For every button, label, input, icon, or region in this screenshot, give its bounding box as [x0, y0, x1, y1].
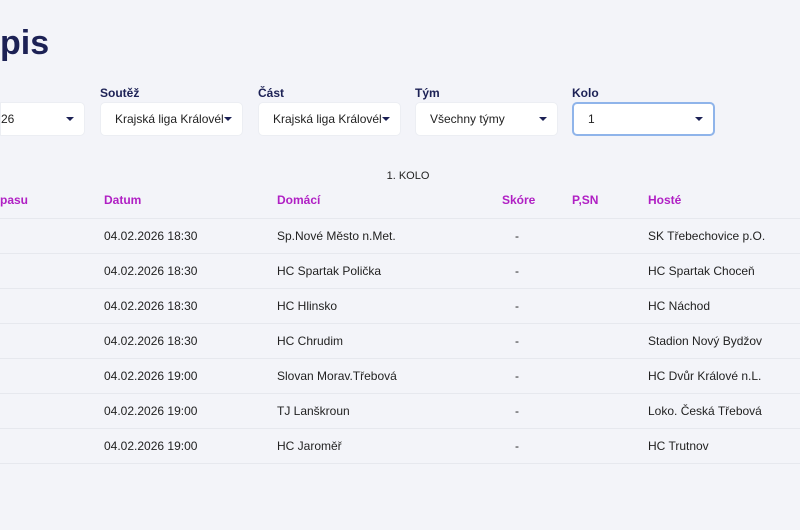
column-header-score[interactable]: Skóre	[502, 193, 536, 207]
round-title: 1. KOLO	[386, 170, 430, 182]
cell-score: -	[515, 439, 519, 453]
caret-down-icon	[382, 117, 390, 121]
table-row[interactable]: 04.02.2026 19:00 Slovan Morav.Třebová - HC …	[0, 358, 800, 394]
cell-date: 04.02.2026 19:00	[104, 404, 198, 418]
season-select[interactable]: 26	[0, 102, 85, 136]
select-value: Krajská liga Královél	[115, 112, 224, 126]
cell-home: Sp.Nové Město n.Met.	[277, 229, 396, 243]
table-row[interactable]: 04.02.2026 18:30 Sp.Nové Město n.Met. - SK …	[0, 218, 800, 254]
filter-part: Část Krajská liga Královél	[258, 86, 401, 136]
column-header-match-number[interactable]: pasu	[0, 193, 29, 207]
cell-home: HC Hlinsko	[277, 299, 338, 313]
table-header: pasu Datum Domácí Skóre P,SN Hosté	[0, 193, 800, 217]
team-select[interactable]: Všechny týmy	[415, 102, 558, 136]
cell-date: 04.02.2026 19:00	[104, 369, 198, 383]
part-select[interactable]: Krajská liga Královél	[258, 102, 401, 136]
caret-down-icon	[224, 117, 232, 121]
cell-score: -	[515, 369, 519, 383]
filter-label: Část	[258, 86, 285, 100]
cell-score: -	[515, 264, 519, 278]
cell-score: -	[515, 334, 519, 348]
cell-home: HC Jaroměř	[277, 439, 342, 453]
cell-date: 04.02.2026 18:30	[104, 264, 198, 278]
cell-away: SK Třebechovice p.O.	[648, 229, 766, 243]
column-header-psn[interactable]: P,SN	[572, 193, 599, 207]
cell-away: HC Náchod	[648, 299, 711, 313]
cell-date: 04.02.2026 18:30	[104, 299, 198, 313]
table-row[interactable]: 04.02.2026 18:30 HC Hlinsko - HC Náchod	[0, 288, 800, 324]
filter-label	[0, 86, 85, 102]
filter-label: Tým	[415, 86, 440, 100]
column-header-date[interactable]: Datum	[104, 193, 142, 207]
filter-competition: Soutěž Krajská liga Královél	[100, 86, 243, 136]
cell-home: TJ Lanškroun	[277, 404, 350, 418]
caret-down-icon	[539, 117, 547, 121]
cell-away: HC Spartak Choceň	[648, 264, 755, 278]
cell-score: -	[515, 229, 519, 243]
caret-down-icon	[695, 117, 703, 121]
select-value: Krajská liga Královél	[273, 112, 382, 126]
cell-date: 04.02.2026 19:00	[104, 439, 198, 453]
cell-score: -	[515, 404, 519, 418]
select-value: Všechny týmy	[430, 112, 505, 126]
divider	[0, 463, 800, 464]
filter-label: Kolo	[572, 86, 599, 100]
cell-date: 04.02.2026 18:30	[104, 229, 198, 243]
column-header-home[interactable]: Domácí	[277, 193, 321, 207]
select-value: 26	[1, 112, 15, 126]
caret-down-icon	[66, 117, 74, 121]
cell-home: HC Spartak Polička	[277, 264, 382, 278]
round-select[interactable]: 1	[572, 102, 715, 136]
cell-away: Loko. Česká Třebová	[648, 404, 762, 418]
table-row[interactable]: 04.02.2026 18:30 HC Spartak Polička - HC Sp…	[0, 253, 800, 289]
cell-home: HC Chrudim	[277, 334, 344, 348]
cell-score: -	[515, 299, 519, 313]
competition-select[interactable]: Krajská liga Královél	[100, 102, 243, 136]
filter-team: Tým Všechny týmy	[415, 86, 558, 136]
page-title: pis	[0, 24, 50, 62]
filter-season: 26	[0, 86, 85, 136]
cell-away: Stadion Nový Bydžov	[648, 334, 763, 348]
cell-away: HC Dvůr Králové n.L.	[648, 369, 762, 383]
filter-round: Kolo 1	[572, 86, 715, 136]
table-row[interactable]: 04.02.2026 18:30 HC Chrudim - Stadion Nový …	[0, 323, 800, 359]
cell-date: 04.02.2026 18:30	[104, 334, 198, 348]
select-value: 1	[588, 112, 595, 126]
table-row[interactable]: 04.02.2026 19:00 HC Jaroměř - HC Trutnov	[0, 428, 800, 464]
cell-away: HC Trutnov	[648, 439, 709, 453]
cell-home: Slovan Morav.Třebová	[277, 369, 397, 383]
filter-label: Soutěž	[100, 86, 140, 100]
column-header-away[interactable]: Hosté	[648, 193, 682, 207]
table-row[interactable]: 04.02.2026 19:00 TJ Lanškroun - Loko. Česká…	[0, 393, 800, 429]
